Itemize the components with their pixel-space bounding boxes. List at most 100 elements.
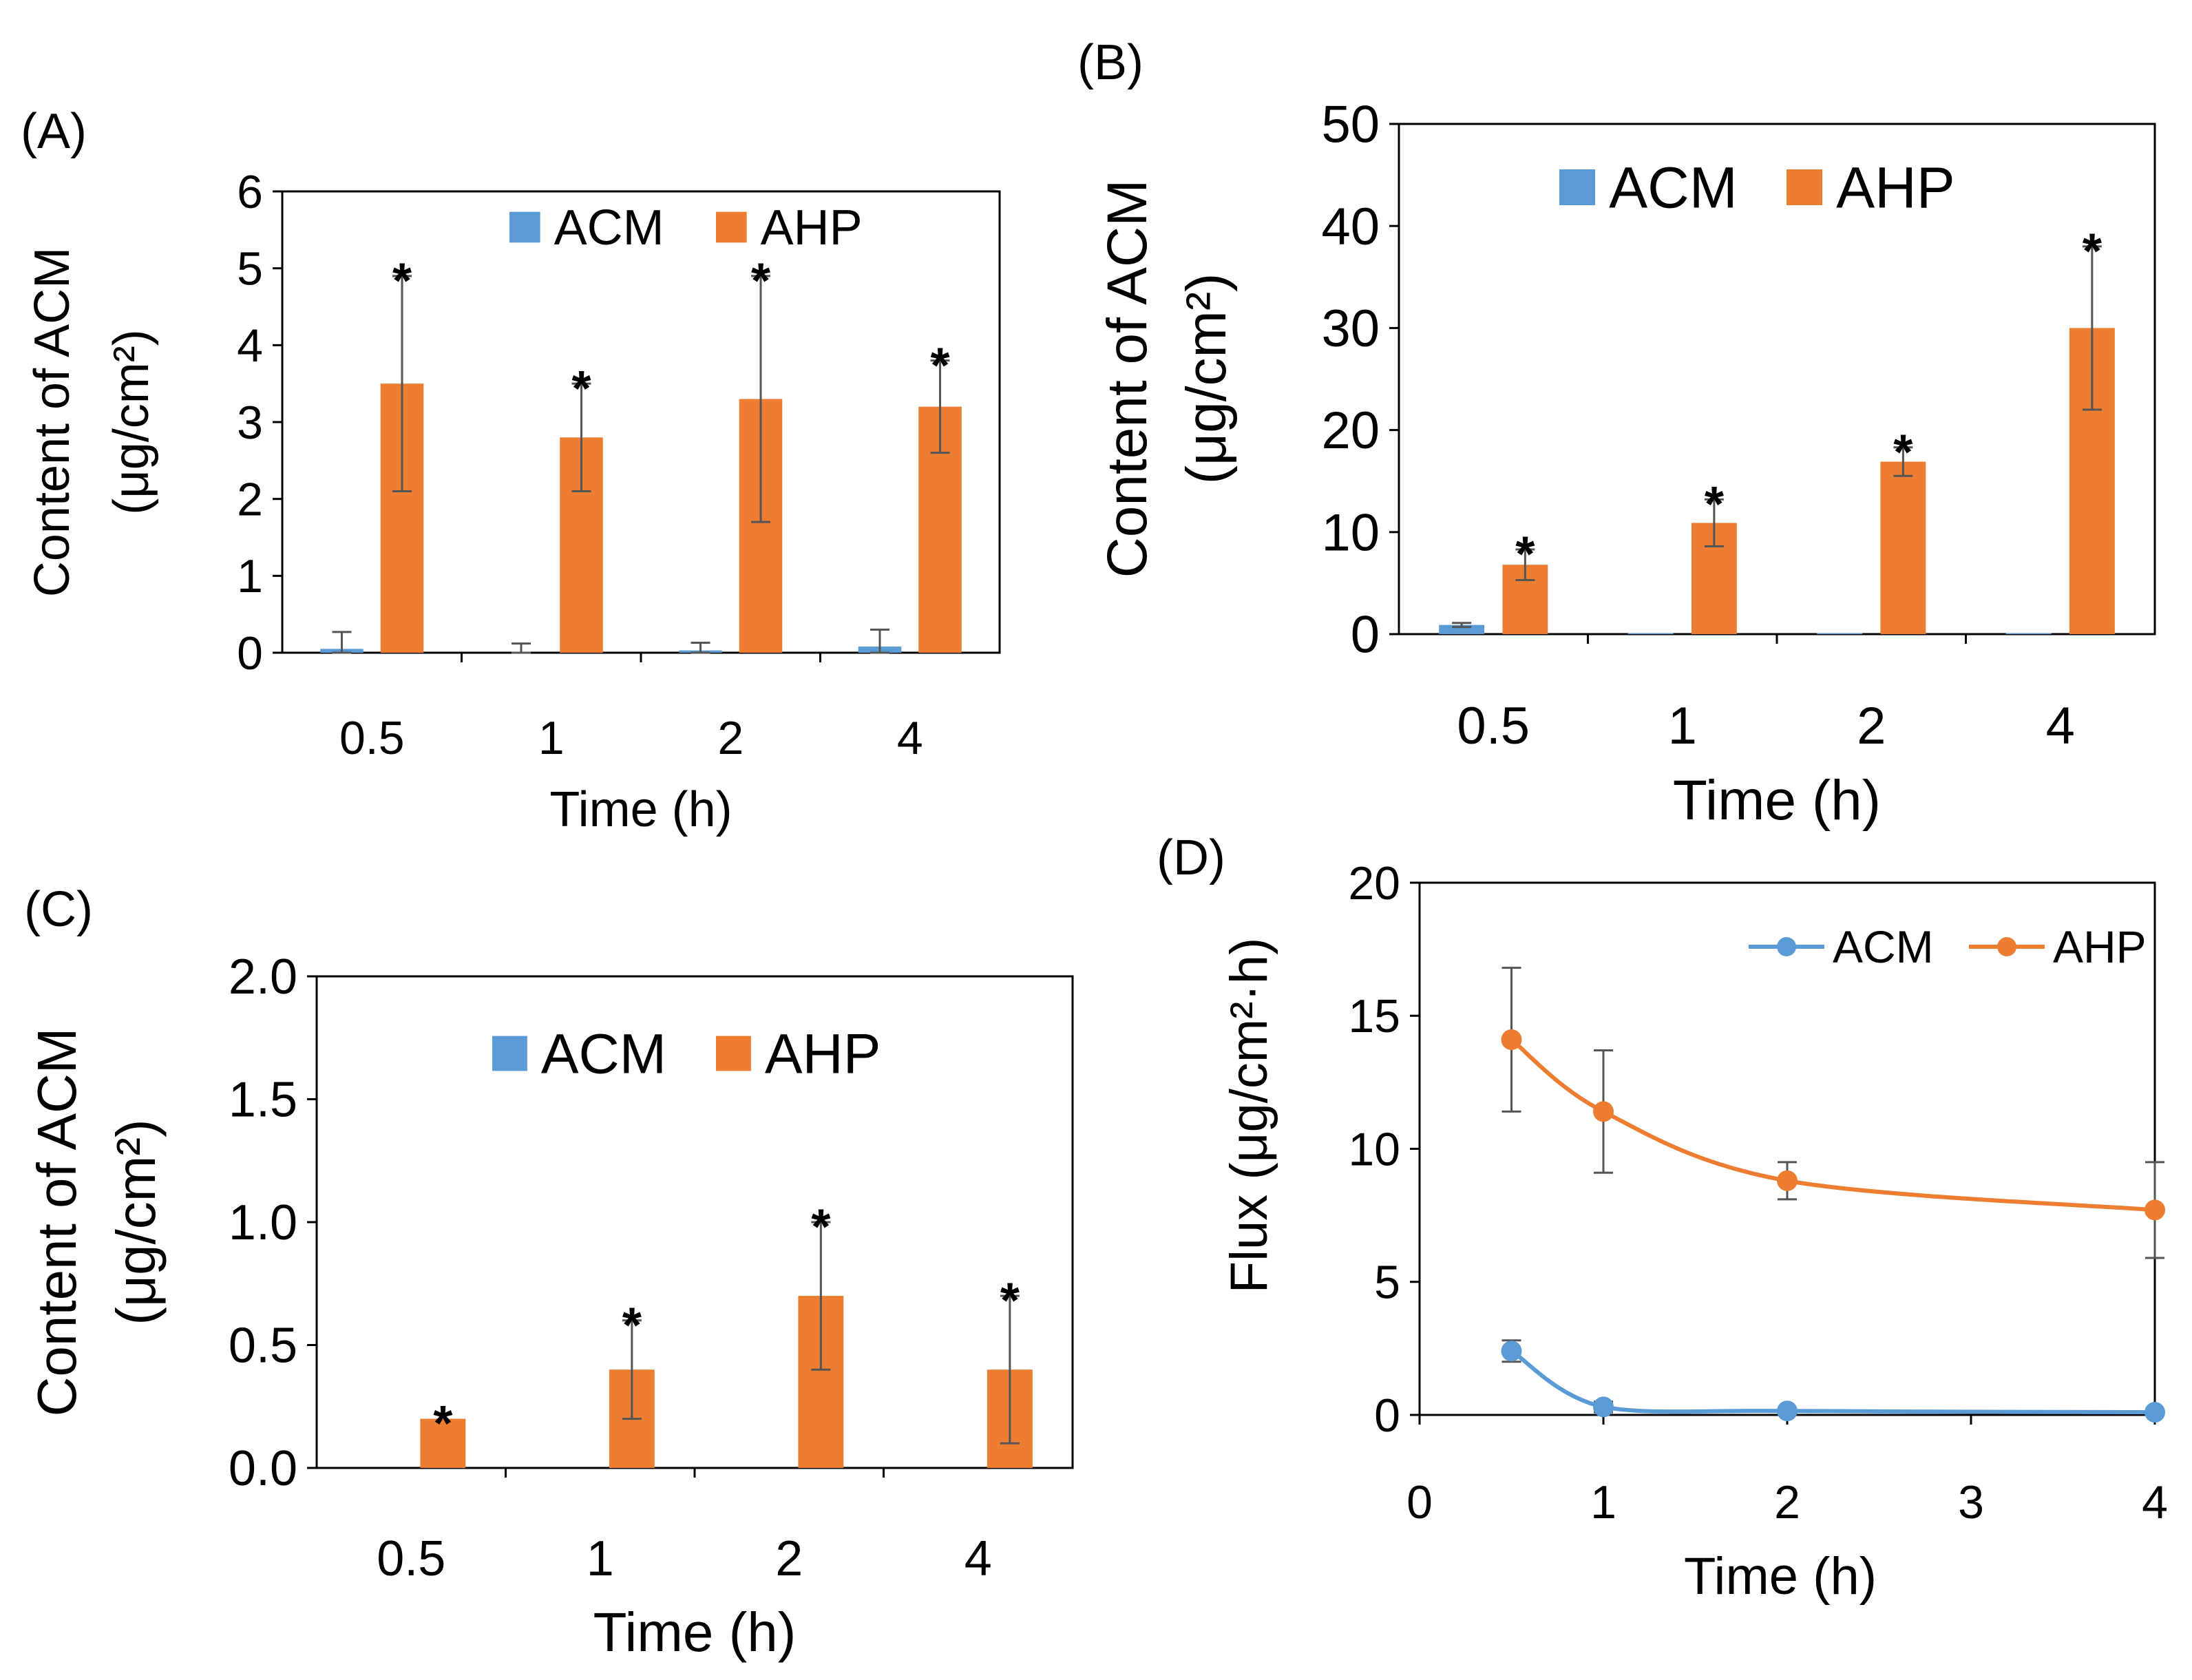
panel-label: (A) (21, 104, 87, 159)
bar-acm (2005, 633, 2052, 634)
x-axis-label: Time (h) (1684, 1547, 1877, 1606)
legend-marker-ahp (1997, 937, 2016, 956)
panel-d-line-chart: (D) 0 5 10 15 20 0 1 2 3 4 ACM AHP Flux (μg/cm²·h) Tim… (1157, 830, 2168, 1606)
significance-mark: * (930, 338, 949, 393)
panel-c-bar-chart: (C) 0.0 0.5 1.0 1.5 2.0 0.5 1 2 4 * * * * ACM AHP Conten… (24, 882, 1074, 1663)
point-ahp (1777, 1170, 1798, 1191)
x-tick-label: 4 (965, 1531, 992, 1586)
legend-swatch-acm (509, 211, 540, 243)
plot-area (315, 975, 1074, 1469)
significance-mark: * (571, 361, 591, 417)
x-tick-label: 4 (2046, 697, 2075, 755)
x-tick-label: 0.5 (1457, 697, 1530, 755)
y-tick-label: 1 (237, 550, 263, 602)
y-tick-label: 10 (1321, 503, 1380, 562)
y-tick-label: 2 (237, 473, 263, 525)
significance-mark: * (392, 253, 412, 308)
x-axis-label: Time (h) (593, 1602, 797, 1663)
x-tick-label: 4 (897, 712, 923, 764)
x-tick-label: 4 (2142, 1476, 2168, 1529)
legend-label: ACM (554, 200, 664, 255)
y-tick-label: 5 (237, 242, 263, 295)
point-ahp (1593, 1101, 1614, 1122)
panel-label: (C) (24, 882, 93, 937)
legend-swatch-ahp (716, 1036, 751, 1071)
y-tick-label: 1.0 (229, 1195, 297, 1250)
y-axis-label: Content of ACM (26, 1028, 87, 1417)
panel-label: (B) (1077, 35, 1144, 90)
x-tick-label: 3 (1958, 1476, 1984, 1529)
y-tick-label: 1.5 (229, 1073, 297, 1128)
y-tick-label: 4 (237, 319, 263, 372)
plot-area (1398, 123, 2156, 636)
panel-a-bar-chart: (A) 0 1 2 3 4 5 6 0.5 1 2 4 * * * * ACM AHP Content of ACM… (21, 104, 1001, 837)
significance-mark: * (433, 1396, 452, 1451)
y-tick-label: 0.5 (229, 1319, 297, 1374)
point-acm (1777, 1400, 1798, 1422)
legend-label: AHP (1836, 155, 1955, 220)
bar-ahp (420, 1418, 466, 1468)
significance-mark: * (622, 1298, 642, 1353)
y-tick-label: 0.0 (229, 1441, 297, 1496)
point-acm (1501, 1341, 1522, 1362)
panel-label: (D) (1157, 830, 1225, 885)
x-tick-label: 2 (717, 712, 744, 764)
y-tick-label: 20 (1321, 401, 1380, 460)
point-ahp (1501, 1029, 1522, 1051)
y-tick-label: 20 (1348, 857, 1400, 910)
x-tick-label: 2 (1774, 1476, 1800, 1529)
legend-marker-acm (1777, 937, 1796, 956)
x-tick-label: 1 (587, 1531, 614, 1586)
y-axis-label: Content of ACM (25, 247, 80, 597)
x-tick-label: 0.5 (339, 712, 405, 764)
line-ahp (1510, 1038, 2156, 1212)
y-tick-label: 3 (237, 397, 263, 449)
legend-swatch-acm (1559, 169, 1596, 206)
legend-swatch-acm (492, 1036, 527, 1071)
y-tick-label: 0 (1374, 1389, 1400, 1442)
y-axis-unit: (μg/cm²) (105, 1119, 167, 1325)
y-tick-label: 10 (1348, 1123, 1400, 1175)
x-axis-label: Time (h) (1673, 769, 1881, 832)
bar-ahp (1880, 461, 1926, 634)
significance-mark: * (751, 253, 770, 308)
y-tick-label: 30 (1321, 300, 1380, 358)
x-tick-label: 2 (1857, 697, 1886, 755)
legend-label: AHP (761, 200, 863, 255)
y-tick-label: 50 (1321, 96, 1380, 154)
y-axis-unit: (μg/cm²) (104, 329, 159, 514)
significance-mark: * (2083, 224, 2102, 279)
x-axis-label: Time (h) (549, 782, 732, 837)
bar-acm (1439, 624, 1485, 634)
point-acm (1593, 1396, 1614, 1418)
panel-b-bar-chart: (B) 0 10 20 30 40 50 0.5 1 2 4 * * * * ACM AHP Content of… (1077, 35, 2156, 832)
significance-mark: * (811, 1200, 830, 1255)
y-tick-label: 2.0 (229, 949, 297, 1005)
significance-mark: * (1515, 527, 1535, 582)
x-tick-label: 2 (775, 1531, 803, 1586)
bar-acm (1817, 633, 1863, 634)
point-acm (2144, 1402, 2165, 1423)
legend-swatch-ahp (716, 211, 747, 243)
significance-mark: * (1893, 425, 1912, 480)
legend-label: ACM (1609, 155, 1738, 220)
y-axis-label: Flux (μg/cm²·h) (1220, 938, 1278, 1294)
y-tick-label: 40 (1321, 198, 1380, 256)
legend-swatch-ahp (1787, 169, 1823, 206)
y-axis-unit: (μg/cm²) (1175, 273, 1238, 485)
y-tick-label: 6 (237, 166, 263, 218)
x-tick-label: 1 (1590, 1476, 1616, 1529)
y-axis-label: Content of ACM (1096, 180, 1159, 578)
legend-label: ACM (1833, 921, 1934, 972)
plot-area (1418, 881, 2156, 1416)
y-tick-label: 5 (1374, 1257, 1400, 1309)
point-ahp (2144, 1199, 2165, 1221)
y-tick-label: 0 (1351, 606, 1380, 664)
legend-label: ACM (541, 1023, 666, 1086)
x-tick-label: 0 (1406, 1476, 1433, 1529)
x-tick-label: 1 (1668, 697, 1697, 755)
y-tick-label: 0 (237, 627, 263, 680)
bar-acm (1627, 633, 1674, 634)
legend-label: AHP (2053, 921, 2147, 972)
